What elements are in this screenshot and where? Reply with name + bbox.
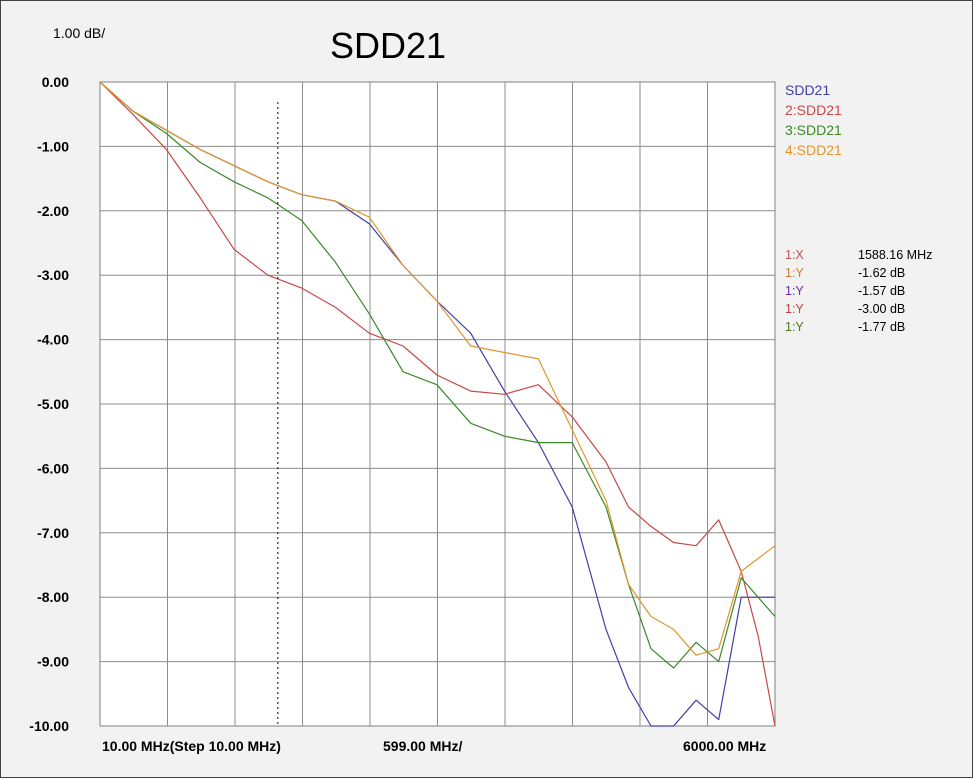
y-tick-label: -7.00: [37, 525, 69, 541]
marker-readout-key: 1:Y: [785, 284, 804, 298]
y-tick-label: -2.00: [37, 203, 69, 219]
scale-label: 1.00 dB/: [53, 25, 106, 41]
y-tick-label: -1.00: [37, 138, 69, 154]
marker-readout-value: -1.77 dB: [858, 320, 905, 334]
marker-readout-value: -3.00 dB: [858, 302, 905, 316]
y-tick-label: -3.00: [37, 267, 69, 283]
y-tick-label: -6.00: [37, 460, 69, 476]
series-line-4: [99, 81, 776, 656]
marker-readout-key: 1:Y: [785, 266, 804, 280]
y-tick-label: -4.00: [37, 332, 69, 348]
x-label-start: 10.00 MHz(Step 10.00 MHz): [102, 738, 281, 754]
y-tick-label: -9.00: [37, 654, 69, 670]
marker-readout-key: 1:Y: [785, 302, 804, 316]
marker-readout-key: 1:X: [785, 248, 804, 262]
chart-title: SDD21: [330, 25, 447, 66]
x-axis-labels: 10.00 MHz(Step 10.00 MHz) 599.00 MHz/ 60…: [102, 738, 766, 754]
y-axis-ticks: 0.00 -1.00 -2.00 -3.00 -4.00 -5.00 -6.00 -7.00 -…: [29, 74, 69, 734]
x-label-stop: 6000.00 MHz: [683, 738, 766, 754]
series-lines: [99, 81, 776, 727]
marker-readout-key: 1:Y: [785, 320, 804, 334]
marker-readout-value: 1588.16 MHz: [858, 248, 932, 262]
y-tick-label: -10.00: [29, 718, 69, 734]
legend-entry: 3:SDD21: [785, 122, 842, 138]
x-label-per-div: 599.00 MHz/: [383, 738, 462, 754]
legend-entry: SDD21: [785, 82, 830, 98]
y-tick-label: 0.00: [42, 74, 69, 90]
grid: [99, 81, 776, 727]
marker-readout-value: -1.62 dB: [858, 266, 905, 280]
legend-entry: 2:SDD21: [785, 102, 842, 118]
y-tick-label: -8.00: [37, 589, 69, 605]
marker-readout: 1:X 1588.16 MHz 1:Y -1.62 dB 1:Y -1.57 dB 1:Y -…: [785, 248, 932, 334]
marker-readout-value: -1.57 dB: [858, 284, 905, 298]
series-line-2: [99, 81, 776, 727]
y-tick-label: -5.00: [37, 396, 69, 412]
legend: SDD21 2:SDD21 3:SDD21 4:SDD21: [785, 82, 842, 158]
series-line-3: [99, 81, 776, 669]
legend-entry: 4:SDD21: [785, 142, 842, 158]
